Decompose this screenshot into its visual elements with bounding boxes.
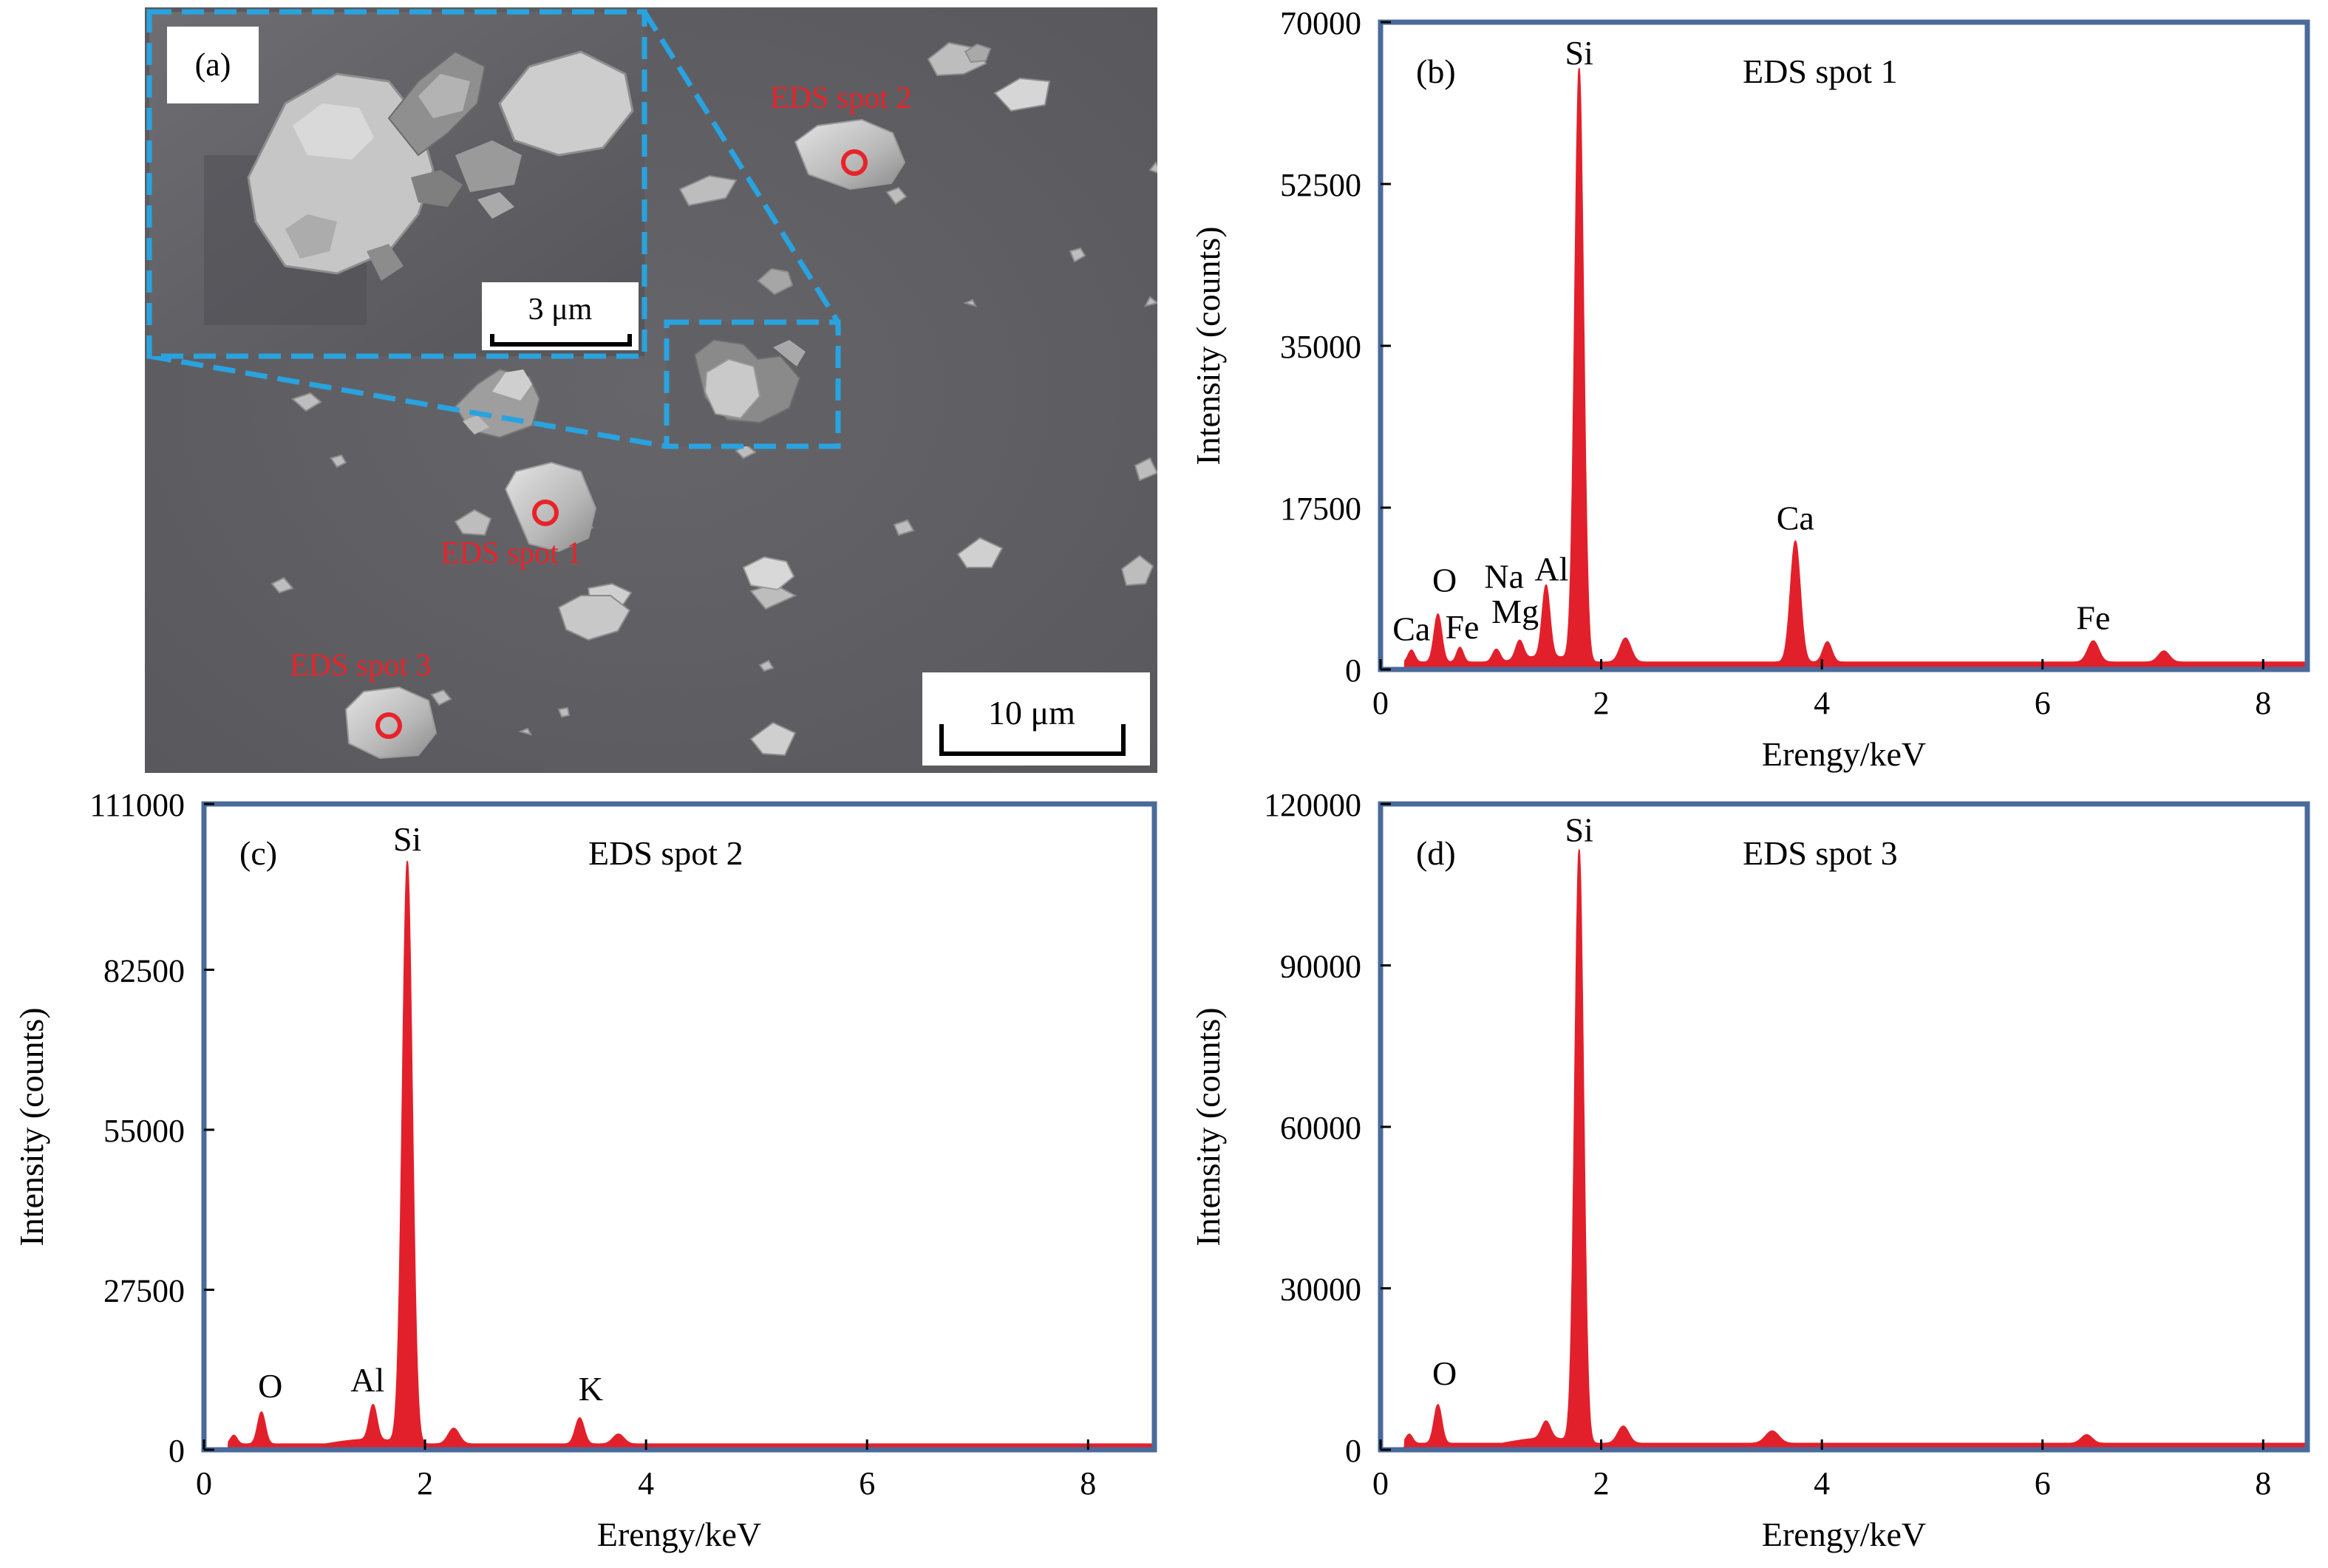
y-axis-label-d: Intensity (counts) (1189, 1007, 1227, 1246)
inset-frame (146, 9, 647, 359)
y-tick-label-b-3: 52500 (1280, 167, 1361, 203)
particle-spot-3 (344, 686, 438, 760)
spectrum-area-c (204, 860, 1155, 1451)
peak-label-d-1: O (1432, 1354, 1457, 1392)
peak-label-b-2: Fe (2076, 599, 2110, 637)
peak-label-b-6: Mg (1491, 593, 1539, 630)
x-tick-label-d-3: 6 (2035, 1465, 2051, 1501)
x-tick-label-b-0: 0 (1372, 685, 1389, 721)
particle-spot-1 (504, 461, 597, 553)
y-tick-label-b-2: 35000 (1280, 329, 1361, 365)
y-tick-label-d-1: 30000 (1280, 1272, 1361, 1308)
x-axis-label-d: Erengy/keV (1762, 1516, 1926, 1553)
spectrum-area-b (1381, 67, 2308, 670)
main-scalebar (939, 724, 1126, 756)
x-tick-label-c-0: 0 (196, 1465, 212, 1501)
particle-small-bright (742, 556, 795, 591)
chart-title-c: EDS spot 2 (588, 834, 743, 872)
peak-label-b-7: Ca (1392, 610, 1430, 648)
x-tick-label-b-2: 4 (1814, 685, 1830, 721)
x-tick-label-d-4: 8 (2255, 1465, 2271, 1501)
y-tick-label-b-1: 17500 (1280, 491, 1361, 527)
peak-label-b-1: Ca (1777, 500, 1814, 537)
eds-chart-d: 0 30000 60000 90000 120000 0 2 4 6 8 Erengy/keV Int… (1189, 787, 2310, 1553)
y-tick-label-d-0: 0 (1345, 1433, 1361, 1469)
x-axis-label-b: Erengy/keV (1762, 735, 1926, 773)
y-tick-label-c-0: 0 (169, 1433, 185, 1469)
x-tick-label-c-1: 2 (417, 1465, 433, 1501)
x-tick-label-b-4: 8 (2255, 685, 2271, 721)
y-axis-label-c: Intensity (counts) (13, 1007, 50, 1246)
inset-connector-top (642, 10, 840, 324)
y-tick-label-c-3: 82500 (103, 952, 185, 989)
eds-spot-3-label: EDS spot 3 (290, 649, 431, 683)
peak-label-d-0: Si (1565, 811, 1593, 848)
panel-label-d: (d) (1416, 834, 1456, 872)
panel-label-box (167, 27, 259, 103)
y-tick-label-b-0: 0 (1345, 652, 1361, 689)
peak-label-b-0: Si (1565, 34, 1593, 72)
peak-label-b-3: O (1432, 561, 1457, 599)
debris-particles (270, 41, 1157, 760)
inset-scalebar-box (482, 282, 639, 350)
eds-chart-b: 0 17500 35000 52500 70000 0 2 4 6 8 Erengy/keV Inte… (1189, 5, 2310, 773)
eds-spot-markers: EDS spot 2 EDS spot 1 EDS spot 3 (290, 81, 911, 739)
x-tick-label-b-1: 2 (1593, 685, 1610, 721)
eds-spot-2-marker (841, 149, 868, 176)
y-tick-label-c-1: 27500 (103, 1272, 185, 1309)
eds-spot-2-label: EDS spot 2 (770, 81, 911, 115)
zoom-region (664, 319, 841, 449)
x-tick-label-b-3: 6 (2035, 685, 2051, 721)
inset-scalebar (490, 334, 632, 347)
peak-label-b-5: Al (1534, 550, 1568, 587)
y-tick-label-c-4: 111000 (89, 787, 185, 823)
peak-label-c-3: K (579, 1370, 603, 1408)
x-tick-label-d-2: 4 (1814, 1465, 1830, 1501)
particle-medium (557, 595, 631, 641)
y-tick-label-d-4: 120000 (1264, 787, 1361, 823)
right-particle (498, 50, 634, 157)
main-scalebar-label: 10 μm (988, 694, 1075, 732)
y-axis-label-b: Intensity (counts) (1189, 226, 1227, 465)
x-tick-label-d-0: 0 (1372, 1465, 1389, 1501)
y-tick-label-d-2: 60000 (1280, 1110, 1361, 1146)
peak-label-c-0: Si (393, 820, 421, 858)
x-tick-label-c-4: 8 (1080, 1465, 1096, 1501)
zoom-box (664, 319, 841, 449)
sem-micrograph: (a) 3 μm 10 μm EDS spot 2 EDS spot 1 EDS… (145, 7, 1157, 773)
y-tick-label-c-2: 55000 (103, 1113, 185, 1149)
x-tick-label-c-2: 4 (638, 1465, 654, 1501)
inset-connector-bottom (149, 353, 667, 449)
eds-chart-c: 0 27500 55000 82500 111000 0 2 4 6 8 Erengy/keV Int… (13, 787, 1157, 1553)
eds-spot-1-label: EDS spot 1 (440, 536, 582, 570)
x-axis-label-c: Erengy/keV (597, 1516, 761, 1553)
peak-label-b-4: Na (1484, 557, 1524, 595)
main-scalebar-box (922, 672, 1150, 766)
panel-label-b: (b) (1416, 52, 1456, 90)
peak-label-c-2: Al (350, 1361, 384, 1399)
chart-title-b: EDS spot 1 (1743, 52, 1898, 90)
panel-label-c: (c) (239, 834, 277, 872)
eds-spot-3-marker (375, 712, 402, 739)
x-tick-label-c-3: 6 (859, 1465, 875, 1501)
y-tick-label-d-3: 90000 (1280, 949, 1361, 985)
y-tick-label-b-4: 70000 (1280, 5, 1361, 41)
eds-spot-1-marker (532, 500, 559, 526)
spectrum-area-d (1381, 849, 2308, 1451)
panel-label-a: (a) (195, 47, 231, 83)
peak-label-b-8: Fe (1445, 608, 1479, 646)
chart-title-d: EDS spot 3 (1743, 834, 1898, 872)
plot-frame-c (201, 801, 1157, 1453)
x-tick-label-d-1: 2 (1593, 1465, 1610, 1501)
plot-frame-d (1378, 801, 2310, 1453)
peak-label-c-1: O (258, 1367, 282, 1405)
inset-scalebar-label: 3 μm (528, 293, 593, 327)
